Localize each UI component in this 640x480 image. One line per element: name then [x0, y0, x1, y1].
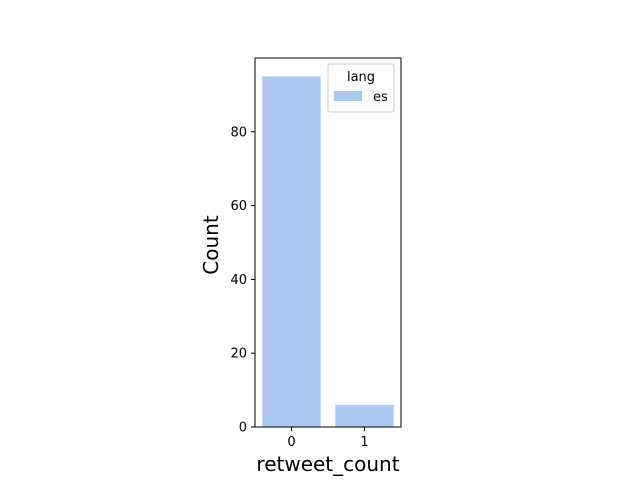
y-tick-label-80: 80 — [230, 125, 247, 140]
legend-swatch — [334, 91, 362, 101]
x-tick-label-1: 1 — [360, 435, 368, 450]
legend: lang es — [327, 63, 395, 113]
y-axis: 0 20 40 60 80 — [230, 125, 255, 436]
y-tick-label-0: 0 — [239, 421, 247, 436]
bars — [262, 76, 394, 427]
legend-title: lang — [347, 70, 375, 85]
bar-0 — [262, 76, 321, 427]
plot-frame — [254, 57, 402, 428]
plot-area — [254, 57, 402, 428]
legend-label-es: es — [373, 90, 388, 105]
y-axis-title: Count — [199, 215, 223, 275]
x-tick-label-0: 0 — [287, 435, 295, 450]
y-tick-label-40: 40 — [230, 273, 247, 288]
bar-1 — [335, 404, 394, 427]
x-axis-title: retweet_count — [256, 452, 399, 476]
y-tick-label-60: 60 — [230, 199, 247, 214]
y-tick-label-20: 20 — [230, 347, 247, 362]
